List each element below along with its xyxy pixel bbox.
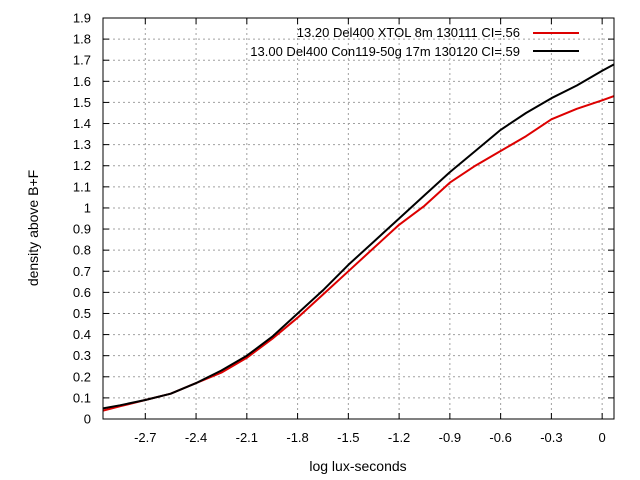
y-axis-label: density above B+F <box>25 170 41 286</box>
plot-border <box>102 17 615 420</box>
x-tick-label: -2.7 <box>134 430 156 445</box>
x-tick-labels: -2.7 -2.4 -2.1 -1.8 -1.5 -1.2 -0.9 -0.6 -0.3 0 <box>134 430 606 445</box>
x-tick-label: -1.8 <box>286 430 308 445</box>
legend: 13.20 Del400 XTOL 8m 130111 CI=.56 13.00… <box>250 25 579 59</box>
series-line-0 <box>102 95 615 412</box>
y-tick-label: 1.2 <box>73 158 91 173</box>
legend-label: 13.00 Del400 Con119-50g 17m 130120 CI=.5… <box>250 44 520 59</box>
y-tick-label: 1.6 <box>73 74 91 89</box>
y-tick-label: 1.1 <box>73 179 91 194</box>
y-tick-label: 0.6 <box>73 285 91 300</box>
x-tick-label: -0.9 <box>439 430 461 445</box>
y-tick-label: 0.7 <box>73 264 91 279</box>
y-tick-label: 0.1 <box>73 390 91 405</box>
tick-marks <box>103 17 614 420</box>
grid <box>103 18 614 419</box>
y-tick-labels: 0 0.1 0.2 0.3 0.4 0.5 0.6 0.7 0.8 0.9 1 1.1 1.2 1.3 1.… <box>73 11 91 427</box>
y-tick-label: 0.2 <box>73 369 91 384</box>
x-tick-label: -1.5 <box>337 430 359 445</box>
y-tick-label: 1.8 <box>73 32 91 47</box>
y-tick-label: 1.4 <box>73 116 91 131</box>
x-tick-label: -0.3 <box>540 430 562 445</box>
y-tick-label: 1.9 <box>73 11 91 26</box>
y-tick-label: 0.3 <box>73 348 91 363</box>
series-line-1 <box>102 63 615 410</box>
x-tick-label: -0.6 <box>489 430 511 445</box>
x-tick-label: -1.2 <box>388 430 410 445</box>
y-tick-label: 1.5 <box>73 95 91 110</box>
y-tick-label: 0.9 <box>73 222 91 237</box>
x-tick-label: 0 <box>599 430 606 445</box>
y-tick-label: 1.7 <box>73 53 91 68</box>
series-lines <box>102 63 615 412</box>
y-tick-label: 0.8 <box>73 243 91 258</box>
y-tick-label: 1 <box>84 200 91 215</box>
legend-label: 13.20 Del400 XTOL 8m 130111 CI=.56 <box>297 25 520 40</box>
x-tick-label: -2.4 <box>185 430 207 445</box>
y-tick-label: 0.5 <box>73 306 91 321</box>
x-tick-label: -2.1 <box>236 430 258 445</box>
y-tick-label: 1.3 <box>73 137 91 152</box>
y-tick-label: 0.4 <box>73 327 91 342</box>
y-tick-label: 0 <box>84 412 91 427</box>
x-axis-label: log lux-seconds <box>309 458 406 474</box>
